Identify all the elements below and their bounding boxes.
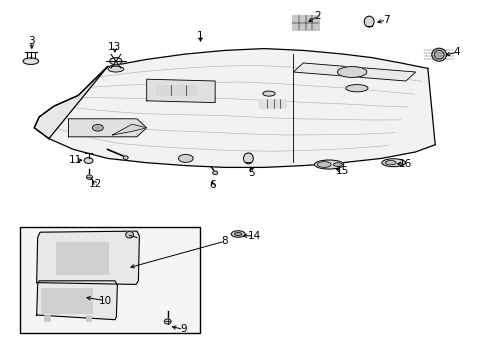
Polygon shape xyxy=(34,67,107,139)
Bar xyxy=(41,288,92,313)
Text: 6: 6 xyxy=(209,180,216,190)
Ellipse shape xyxy=(433,50,443,59)
Ellipse shape xyxy=(123,156,128,159)
Ellipse shape xyxy=(364,16,373,27)
Text: 13: 13 xyxy=(108,42,122,52)
Ellipse shape xyxy=(108,66,123,72)
Text: 10: 10 xyxy=(99,296,111,306)
Text: 8: 8 xyxy=(221,236,228,246)
Ellipse shape xyxy=(92,125,103,131)
Ellipse shape xyxy=(431,48,446,61)
Text: 16: 16 xyxy=(398,159,412,169)
Ellipse shape xyxy=(86,175,92,179)
Ellipse shape xyxy=(212,171,217,175)
Text: 12: 12 xyxy=(88,179,102,189)
Text: 4: 4 xyxy=(453,47,460,57)
Bar xyxy=(56,242,107,274)
Ellipse shape xyxy=(243,153,253,164)
Text: 2: 2 xyxy=(314,11,321,21)
Text: 5: 5 xyxy=(248,168,255,178)
Ellipse shape xyxy=(23,58,39,64)
Bar xyxy=(259,99,285,108)
Ellipse shape xyxy=(231,231,244,237)
Ellipse shape xyxy=(314,160,343,169)
Bar xyxy=(44,315,50,321)
Text: 9: 9 xyxy=(180,324,186,334)
Text: 15: 15 xyxy=(335,166,348,176)
Ellipse shape xyxy=(317,162,330,167)
Polygon shape xyxy=(112,124,146,135)
Ellipse shape xyxy=(346,85,367,92)
Text: 3: 3 xyxy=(28,36,35,46)
Ellipse shape xyxy=(164,319,171,324)
Ellipse shape xyxy=(263,91,274,96)
Bar xyxy=(85,315,91,321)
Ellipse shape xyxy=(337,67,366,77)
Ellipse shape xyxy=(125,231,133,238)
Ellipse shape xyxy=(109,58,122,65)
Ellipse shape xyxy=(234,233,241,235)
Polygon shape xyxy=(37,231,139,284)
Bar xyxy=(291,15,319,30)
Text: 1: 1 xyxy=(197,31,203,41)
Ellipse shape xyxy=(333,163,342,166)
Polygon shape xyxy=(146,79,215,103)
Polygon shape xyxy=(293,63,415,81)
Ellipse shape xyxy=(381,159,405,167)
Bar xyxy=(20,227,200,333)
Ellipse shape xyxy=(385,161,395,165)
Text: 14: 14 xyxy=(247,231,261,241)
Ellipse shape xyxy=(95,126,100,129)
Polygon shape xyxy=(68,119,146,137)
Ellipse shape xyxy=(178,154,193,162)
Polygon shape xyxy=(37,281,117,320)
Text: 7: 7 xyxy=(382,15,389,25)
Bar xyxy=(156,85,195,95)
Ellipse shape xyxy=(84,158,93,163)
Polygon shape xyxy=(49,49,434,167)
Text: 11: 11 xyxy=(69,155,82,165)
